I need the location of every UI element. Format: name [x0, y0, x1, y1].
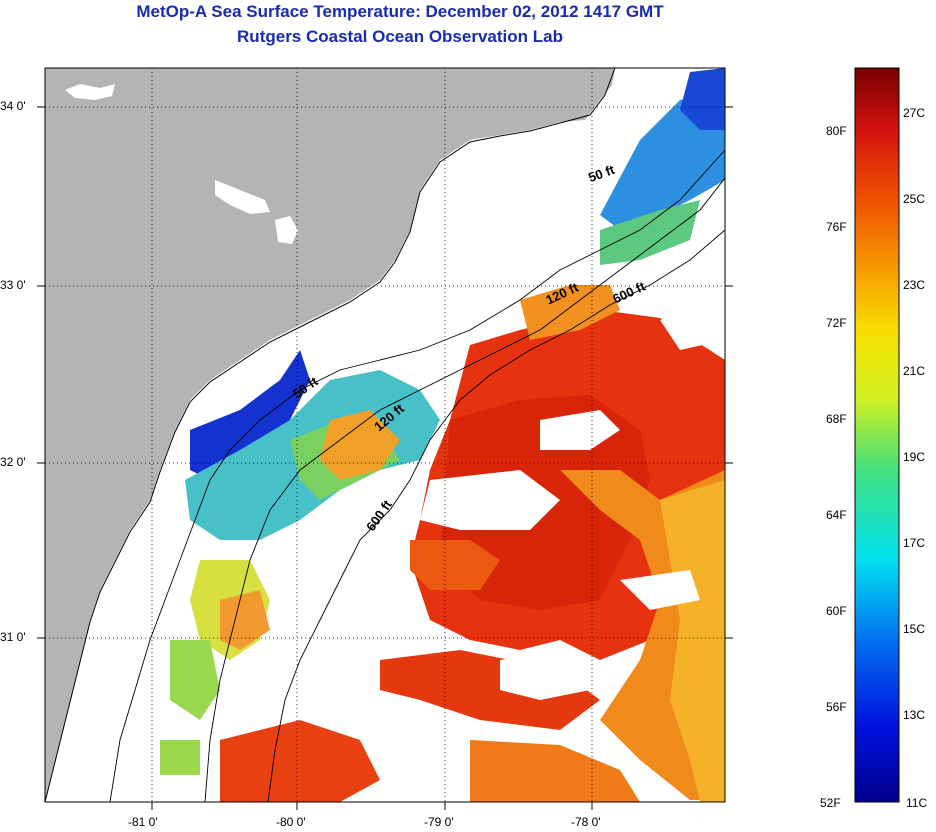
lon-tick-label: -80 0'	[276, 815, 306, 829]
axis-ticks	[37, 106, 733, 810]
lat-tick-label: 34 0'	[0, 99, 26, 113]
land-mass	[45, 68, 615, 802]
lat-tick-label: 33 0'	[0, 278, 26, 292]
colorbar	[854, 67, 900, 803]
cloud-gap	[540, 410, 620, 450]
southern-orange-patch	[470, 740, 640, 802]
colorbar-c-label: 19C	[903, 450, 926, 464]
colorbar-c-label: 27C	[903, 106, 926, 120]
cloud-gap	[620, 570, 700, 610]
contour-50ft	[109, 149, 725, 802]
contour-120ft	[204, 177, 725, 802]
southwest-orange-patch	[220, 590, 270, 650]
colorbar-c-label: 21C	[903, 364, 926, 378]
west-blue-patch	[190, 350, 310, 480]
colorbar-f-label: 80F	[826, 124, 847, 138]
graticule	[45, 68, 725, 802]
map-subtitle: Rutgers Coastal Ocean Observation Lab	[237, 27, 563, 46]
northeast-blue-patch	[680, 68, 725, 130]
inland-water	[65, 84, 115, 100]
colorbar-c-label: 11C	[906, 796, 928, 810]
colorbar-c-label: 25C	[903, 192, 926, 206]
midshelf-orange-strip	[320, 410, 400, 480]
southwest-green-patch-2	[160, 740, 200, 775]
colorbar-f-label: 68F	[826, 412, 847, 426]
cloud-gap	[660, 310, 725, 350]
colorbar-c-label: 23C	[903, 278, 926, 292]
colorbar-c-label: 17C	[903, 536, 926, 550]
colorbar-c-label: 15C	[903, 622, 926, 636]
colorbar-f-label: 72F	[826, 316, 847, 330]
cloud-gap	[420, 470, 560, 530]
lon-tick-label: -81 0'	[128, 815, 158, 829]
colorbar-f-label: 52F	[820, 796, 841, 810]
lat-tick-label: 31 0'	[0, 630, 26, 644]
southern-warm-patch	[220, 720, 380, 802]
lon-tick-label: -79 0'	[424, 815, 454, 829]
cloud-gap	[500, 650, 590, 700]
lon-tick-label: -78 0'	[571, 815, 601, 829]
inland-water	[275, 216, 298, 244]
inland-water	[215, 180, 270, 214]
colorbar-f-label: 76F	[826, 220, 847, 234]
map-title: MetOp-A Sea Surface Temperature: Decembe…	[136, 2, 664, 21]
colorbar-c-label: 13C	[903, 708, 926, 722]
central-orange-patch	[410, 540, 500, 590]
southwest-green-patch	[170, 640, 220, 720]
map-frame	[44, 67, 726, 803]
northeast-cool-strip	[600, 90, 725, 230]
contour-600ft	[267, 229, 725, 802]
lat-tick-label: 32 0'	[0, 455, 26, 469]
northeast-green-patch	[600, 200, 700, 265]
yellow-orange-band	[660, 480, 725, 802]
colorbar-f-label: 56F	[826, 700, 847, 714]
colorbar-f-label: 64F	[826, 508, 847, 522]
coastline	[45, 68, 616, 802]
colorbar-f-label: 60F	[826, 604, 847, 618]
